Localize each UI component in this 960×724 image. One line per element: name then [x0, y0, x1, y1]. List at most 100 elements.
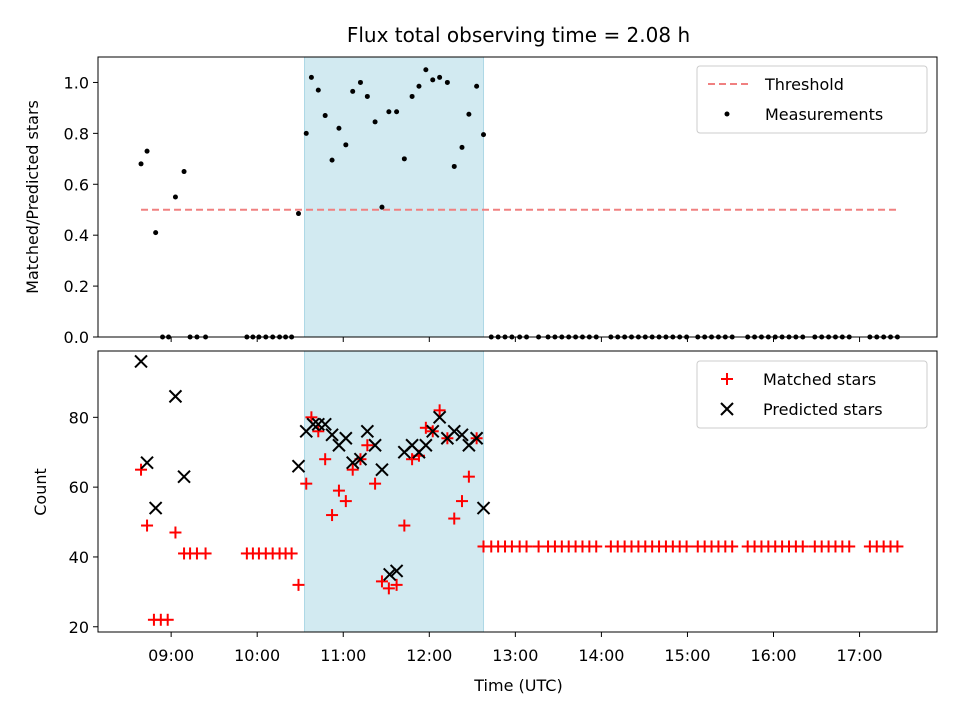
- x-tick-label: 13:00: [492, 646, 538, 665]
- data-point: [448, 512, 461, 525]
- legend-measurements-swatch: [724, 111, 730, 117]
- data-point: [140, 455, 154, 470]
- data-point: [680, 540, 693, 553]
- data-point: [141, 519, 154, 532]
- x-tick-label: 11:00: [320, 646, 366, 665]
- data-point: [295, 211, 301, 217]
- data-point: [386, 109, 392, 115]
- data-point: [177, 469, 191, 484]
- data-point: [169, 526, 182, 539]
- data-point: [315, 87, 321, 93]
- data-point: [339, 431, 353, 445]
- data-point: [306, 417, 320, 432]
- data-point: [459, 144, 465, 150]
- data-point: [339, 495, 352, 508]
- data-point: [153, 230, 159, 236]
- data-point: [285, 547, 298, 560]
- data-point: [416, 83, 422, 89]
- legend-matched-swatch: [721, 373, 733, 385]
- observing-window: [304, 350, 485, 633]
- data-point: [383, 567, 397, 582]
- data-point: [419, 438, 433, 452]
- data-point: [462, 470, 475, 483]
- x-tick-label: 10:00: [234, 646, 280, 665]
- data-point: [353, 452, 368, 466]
- data-point: [891, 540, 904, 553]
- data-point: [481, 132, 487, 138]
- legend-predicted-label: Predicted stars: [763, 400, 883, 419]
- data-point: [433, 404, 446, 417]
- data-point: [303, 130, 309, 136]
- y-tick-label: 0.0: [64, 328, 89, 347]
- data-point: [398, 519, 411, 532]
- data-point: [346, 455, 360, 470]
- y-tick-label: 40: [69, 548, 89, 567]
- legend-threshold-label: Threshold: [764, 75, 844, 94]
- y-tick-label: 0.6: [64, 175, 89, 194]
- x-tick-label: 17:00: [836, 646, 882, 665]
- data-point: [406, 453, 419, 466]
- chart-title: Flux total observing time = 2.08 h: [347, 23, 690, 47]
- data-point: [199, 547, 212, 560]
- y-tick-label: 20: [69, 618, 89, 637]
- data-point: [466, 111, 472, 117]
- data-point: [437, 74, 443, 80]
- data-point: [394, 109, 400, 115]
- data-point: [372, 119, 378, 125]
- data-point: [346, 463, 359, 476]
- data-point: [350, 88, 356, 94]
- data-point: [426, 424, 440, 438]
- series-matched-stars: [135, 404, 904, 626]
- data-point: [134, 354, 148, 369]
- x-tick-label: 15:00: [664, 646, 710, 665]
- data-point: [390, 578, 403, 591]
- series-predicted-stars: [134, 354, 491, 582]
- legend-matched-label: Matched stars: [763, 370, 876, 389]
- data-point: [168, 389, 183, 404]
- data-point: [455, 428, 469, 442]
- y-axis-label-count: Count: [31, 468, 50, 516]
- y-tick-label: 60: [69, 478, 89, 497]
- data-point: [325, 428, 339, 442]
- y-tick-label: 1.0: [64, 73, 89, 92]
- data-point: [423, 67, 429, 73]
- data-point: [432, 410, 447, 425]
- data-point: [336, 125, 342, 131]
- legend-ratio: Threshold Measurements: [696, 65, 928, 134]
- data-point: [455, 495, 468, 508]
- y-tick-label: 0.4: [64, 226, 89, 245]
- series-measurements: [138, 67, 900, 340]
- data-point: [476, 501, 491, 515]
- y-tick-label: 0.8: [64, 124, 89, 143]
- data-point: [382, 582, 395, 595]
- data-point: [135, 463, 148, 476]
- data-point: [520, 540, 533, 553]
- data-point: [292, 578, 305, 591]
- data-point: [181, 169, 187, 175]
- data-point: [364, 93, 370, 99]
- data-point: [401, 156, 407, 162]
- x-tick-label: 16:00: [750, 646, 796, 665]
- data-point: [726, 540, 739, 553]
- observing-window: [304, 56, 485, 338]
- data-point: [451, 163, 457, 169]
- data-point: [322, 113, 328, 119]
- data-point: [300, 477, 313, 490]
- data-point: [409, 93, 415, 99]
- data-point: [444, 79, 450, 85]
- data-point: [843, 540, 856, 553]
- data-point: [172, 194, 178, 200]
- data-point: [379, 204, 385, 210]
- data-point: [312, 425, 325, 438]
- data-point: [308, 74, 314, 80]
- data-point: [144, 148, 150, 154]
- x-tick-label: 09:00: [148, 646, 194, 665]
- data-point: [161, 613, 174, 626]
- data-point: [447, 424, 461, 438]
- data-point: [329, 157, 335, 163]
- panel-counts: 20 40 60 80 09:00 10:00 11:00 12:00 13:00 14:00 15…: [69, 350, 938, 665]
- data-point: [332, 484, 345, 497]
- data-point: [138, 161, 144, 167]
- data-point: [375, 575, 388, 588]
- x-tick-label: 12:00: [406, 646, 452, 665]
